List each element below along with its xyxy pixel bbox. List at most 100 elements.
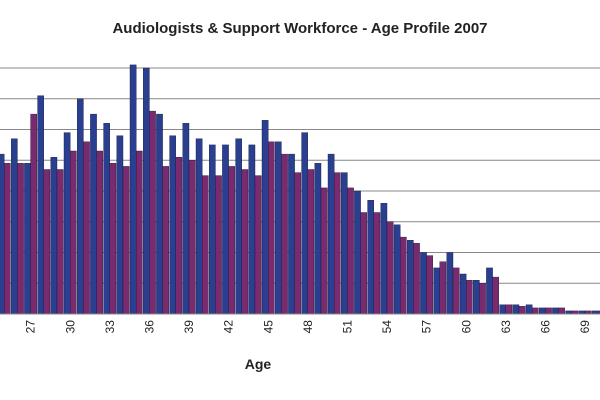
- bar: [3, 163, 11, 315]
- x-tick-label: 54: [380, 320, 394, 334]
- bar: [473, 280, 480, 315]
- bar: [222, 144, 229, 315]
- bar: [235, 138, 243, 315]
- bar: [215, 175, 222, 315]
- bar: [486, 267, 493, 315]
- bar: [512, 304, 520, 315]
- bar: [320, 187, 328, 315]
- bar: [367, 199, 375, 315]
- x-tick-label: 36: [143, 320, 157, 334]
- bar: [294, 172, 302, 315]
- bar: [459, 273, 467, 315]
- bar: [175, 156, 183, 315]
- bar: [525, 304, 533, 315]
- x-tick-label: 33: [103, 320, 117, 334]
- x-axis-label: Age: [245, 356, 272, 372]
- bar: [169, 135, 177, 315]
- bar: [261, 120, 269, 315]
- bar: [492, 276, 500, 315]
- bar: [182, 123, 190, 315]
- bar: [341, 172, 348, 315]
- bar: [400, 236, 407, 315]
- bar: [201, 175, 209, 315]
- bar: [393, 224, 401, 315]
- bar: [275, 141, 282, 315]
- bar: [116, 135, 124, 315]
- bar: [43, 169, 51, 315]
- bar: [558, 307, 565, 315]
- x-tick-label: 45: [261, 320, 275, 334]
- bar: [433, 267, 441, 315]
- bar: [69, 150, 77, 315]
- bar: [413, 243, 420, 315]
- bar: [162, 166, 170, 315]
- bar: [228, 166, 236, 315]
- bar: [96, 150, 103, 315]
- bar: [505, 304, 513, 315]
- x-tick-label: 51: [341, 320, 355, 334]
- bar: [334, 172, 341, 315]
- bar: [103, 123, 110, 315]
- bar: [156, 113, 163, 315]
- bar: [195, 138, 203, 315]
- x-tick-label: 69: [578, 320, 592, 334]
- x-tick-label: 63: [499, 320, 513, 334]
- bar: [354, 190, 361, 315]
- bar: [83, 141, 90, 315]
- x-tick-labels: 27 30 33 36 39 42 45 48 51 54 57 60 63 66 69: [24, 320, 592, 334]
- bar: [446, 252, 454, 315]
- bar: [10, 138, 18, 315]
- bar: [56, 169, 64, 315]
- bar: [499, 304, 507, 315]
- bar: [37, 95, 44, 315]
- bar: [254, 175, 262, 315]
- bar: [452, 267, 460, 315]
- bar: [129, 64, 137, 315]
- bar: [288, 153, 295, 315]
- bar: [24, 163, 31, 315]
- x-tick-label: 42: [222, 320, 236, 334]
- bar: [426, 255, 434, 315]
- x-tick-label: 39: [182, 320, 196, 334]
- bar: [552, 307, 559, 315]
- bar: [380, 203, 388, 315]
- bar: [90, 113, 97, 315]
- bar: [386, 221, 394, 315]
- bar: [30, 113, 38, 315]
- bar: [407, 239, 414, 315]
- bars: [0, 64, 600, 315]
- bar: [347, 187, 354, 315]
- bar: [248, 144, 256, 315]
- bar: [439, 261, 447, 315]
- bar: [149, 110, 156, 315]
- bar: [307, 169, 315, 315]
- x-tick-label: 30: [63, 320, 77, 334]
- x-tick-label: 57: [420, 320, 434, 334]
- bar: [76, 98, 84, 315]
- bar: [598, 310, 600, 315]
- bar: [420, 252, 427, 315]
- bar: [188, 160, 196, 315]
- bar: [518, 306, 526, 315]
- bar: [63, 132, 71, 315]
- bar: [301, 132, 309, 315]
- bar: [122, 166, 130, 315]
- bar: [135, 150, 143, 315]
- bar: [17, 163, 24, 315]
- bar: [50, 156, 58, 315]
- x-tick-label: 60: [459, 320, 473, 334]
- bar: [281, 153, 288, 315]
- bar: [241, 169, 249, 315]
- bar: [545, 307, 552, 315]
- bar: [373, 212, 381, 315]
- bar: [327, 153, 335, 315]
- bar: [142, 67, 150, 315]
- x-tick-label: 48: [301, 320, 315, 334]
- bar: [0, 153, 5, 315]
- x-tick-label: 66: [539, 320, 553, 334]
- bar: [268, 141, 275, 315]
- bar: [539, 307, 546, 315]
- bar: [314, 163, 322, 315]
- bar: [532, 307, 539, 315]
